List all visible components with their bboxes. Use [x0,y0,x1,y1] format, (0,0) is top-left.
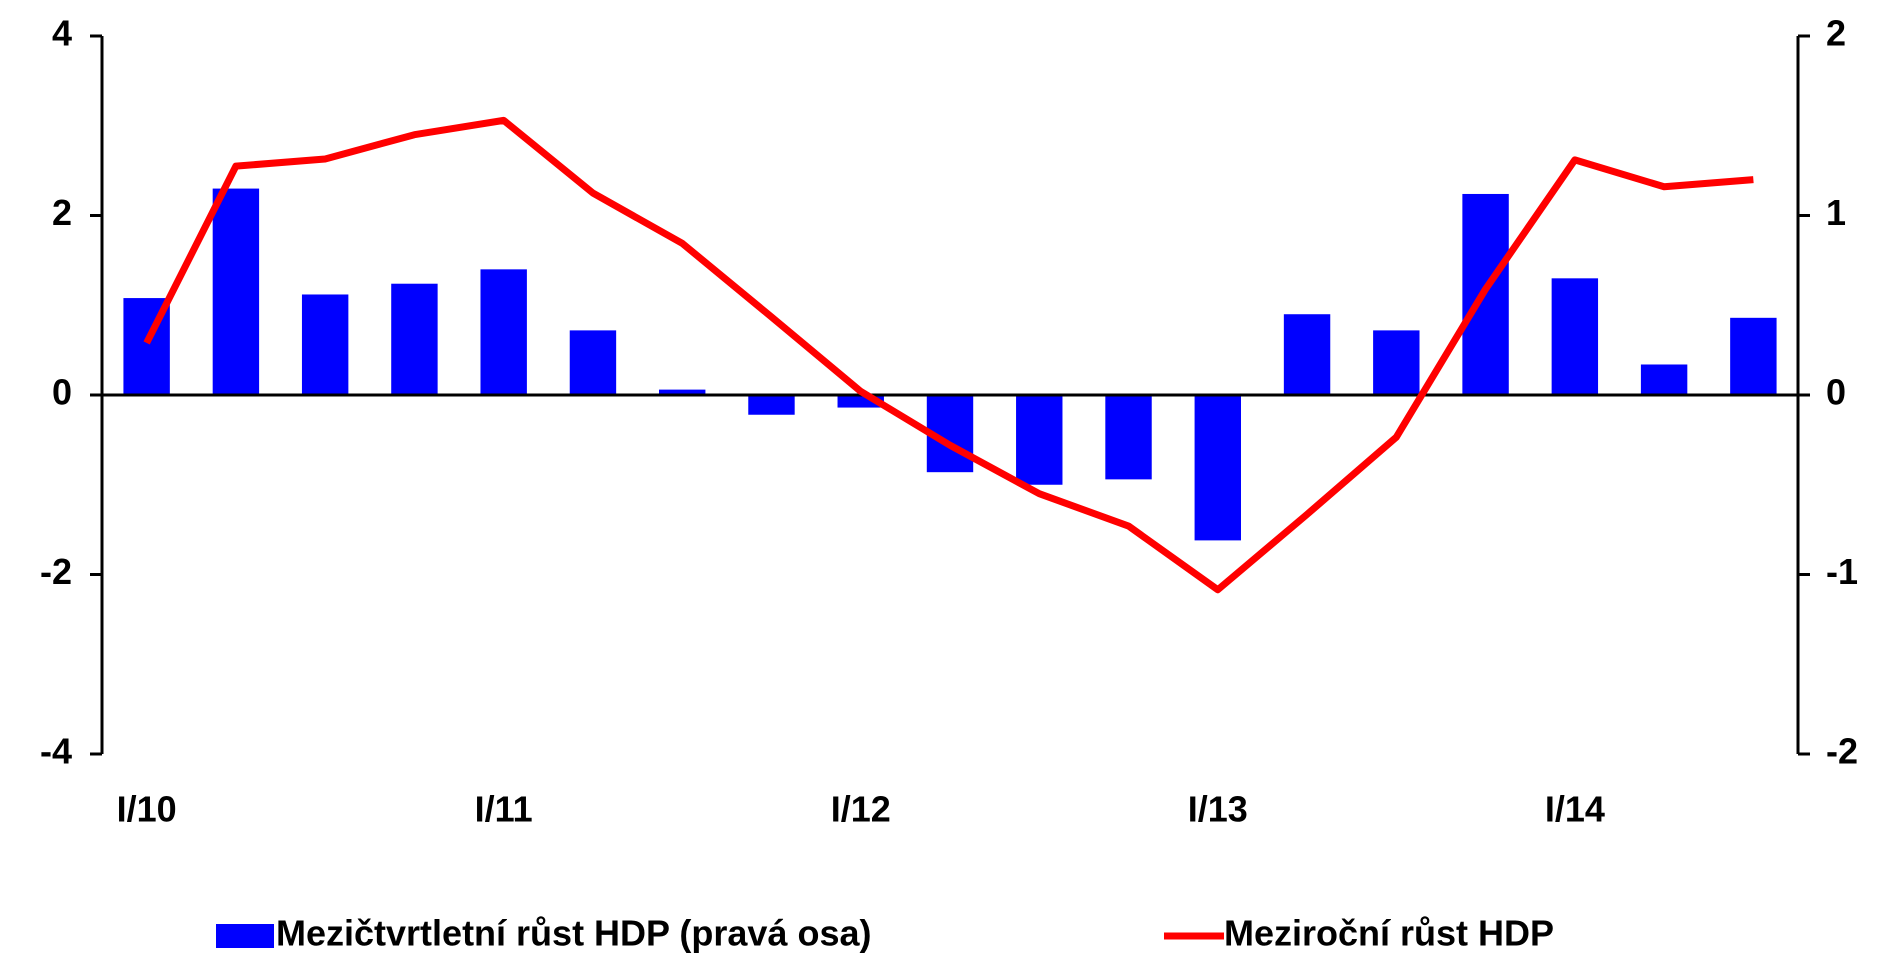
bar [1283,314,1331,395]
bar [1730,317,1777,395]
x-tick-label: I/10 [117,789,177,830]
y2-tick-label: 1 [1826,192,1846,233]
legend-swatch [216,924,274,948]
bar [659,389,706,395]
x-tick-label: I/14 [1545,789,1605,830]
y-tick-label: 2 [52,192,72,233]
bar [1640,364,1688,395]
y-tick-label: 4 [52,13,72,54]
y-tick-label: 0 [52,372,72,413]
y2-tick-label: -2 [1826,731,1858,772]
bar [1016,395,1063,485]
y2-tick-label: 0 [1826,372,1846,413]
y-tick-label: -4 [40,731,72,772]
bar [1105,395,1152,480]
x-tick-label: I/12 [831,789,891,830]
bar [391,283,438,395]
bar [301,294,349,395]
bar [569,330,617,395]
bar [212,188,260,395]
x-tick-label: I/11 [475,789,533,830]
legend-label: Meziroční růst HDP [1224,913,1554,954]
bar [1373,330,1420,395]
bar [1551,278,1599,395]
legend-label: Mezičtvrtletní růst HDP (pravá osa) [276,913,872,954]
line [143,116,1754,594]
bar [1194,395,1241,541]
bar [480,269,527,395]
y2-tick-label: 2 [1826,13,1846,54]
y-tick-label: -2 [40,551,72,592]
x-tick-label: I/13 [1188,789,1248,830]
y2-tick-label: -1 [1826,551,1858,592]
bar [748,395,795,415]
